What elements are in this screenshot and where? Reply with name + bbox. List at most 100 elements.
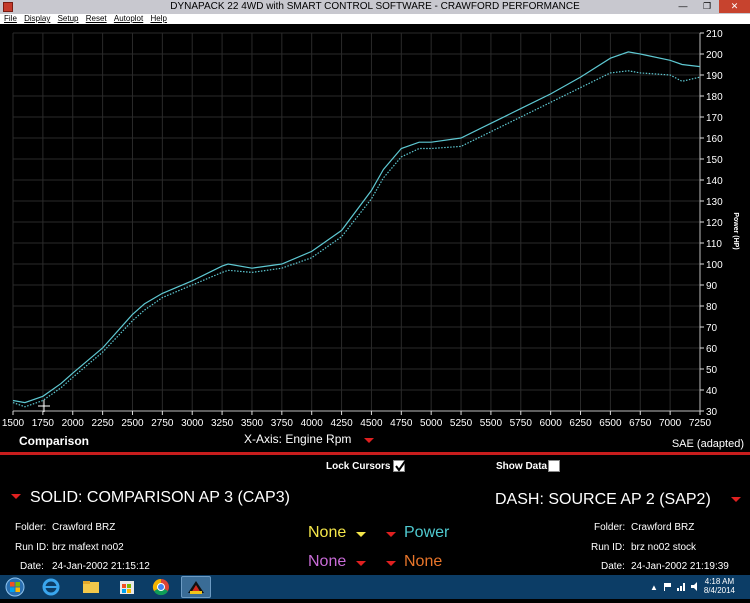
solid-dropdown-icon[interactable]	[11, 494, 21, 499]
menu-help[interactable]: Help	[150, 14, 167, 23]
minimize-button[interactable]: —	[678, 1, 688, 11]
x-tick-label: 3750	[271, 418, 294, 429]
y-tick-label: 40	[706, 386, 718, 397]
channel-select-2-dropdown-icon[interactable]	[386, 532, 396, 537]
lock-cursors-label: Lock Cursors	[326, 461, 391, 472]
close-button[interactable]: ✕	[719, 0, 750, 13]
checkmark-icon	[395, 459, 407, 472]
menu-bar: File Display Setup Reset Autoplot Help	[0, 14, 750, 24]
app-icon	[3, 2, 13, 12]
channel-select-4[interactable]: None	[404, 553, 443, 570]
comparison-label: Comparison	[19, 434, 90, 448]
x-tick-label: 6750	[629, 418, 652, 429]
x-tick-label: 3250	[211, 418, 234, 429]
chrome-icon[interactable]	[146, 576, 176, 598]
channel-select-3[interactable]: None	[308, 553, 347, 570]
y-tick-label: 80	[706, 302, 718, 313]
taskbar: ▲ 4:18 AM 8/4/2014	[0, 575, 750, 599]
store-icon[interactable]	[112, 576, 142, 598]
dash-runid-label: Run ID:	[591, 542, 625, 553]
y-tick-label: 130	[706, 197, 723, 208]
cursor-marker[interactable]	[38, 400, 50, 412]
y-tick-label: 70	[706, 323, 718, 334]
dash-run-title[interactable]: DASH: SOURCE AP 2 (SAP2)	[495, 491, 711, 508]
file-explorer-icon[interactable]	[76, 576, 106, 598]
x-tick-label: 6500	[599, 418, 622, 429]
solid-date-value: 24-Jan-2002 21:15:12	[52, 561, 150, 572]
y-tick-label: 120	[706, 218, 723, 229]
window-title: DYNAPACK 22 4WD with SMART CONTROL SOFTW…	[170, 1, 580, 12]
x-tick-label: 4000	[301, 418, 324, 429]
channel-select-2[interactable]: Power	[404, 524, 450, 541]
x-tick-label: 5000	[420, 418, 443, 429]
y-tick-label: 110	[706, 239, 722, 250]
y-tick-label: 90	[706, 281, 718, 292]
dash-dropdown-icon[interactable]	[731, 497, 741, 502]
x-axis-dropdown-icon[interactable]	[364, 438, 374, 443]
y-tick-label: 30	[706, 407, 718, 418]
menu-setup[interactable]: Setup	[57, 14, 79, 23]
dynapack-app-icon[interactable]	[181, 576, 211, 598]
menu-display[interactable]: Display	[24, 14, 51, 23]
maximize-button[interactable]: ❐	[702, 1, 712, 11]
x-tick-label: 4750	[390, 418, 413, 429]
channel-select-4-dropdown-icon[interactable]	[386, 561, 396, 566]
x-axis-ticks: 1500 1750 2000 2250 2500 2750 3000 3250 3500 3750…	[2, 411, 712, 429]
dash-runid-value: brz no02 stock	[631, 542, 697, 553]
x-tick-label: 6250	[569, 418, 592, 429]
chart-lines	[12, 51, 701, 408]
x-tick-label: 1500	[2, 418, 25, 429]
y-tick-label: 190	[706, 71, 723, 82]
menu-reset[interactable]: Reset	[85, 14, 107, 23]
divider	[0, 452, 750, 455]
solid-run-title[interactable]: SOLID: COMPARISON AP 3 (CAP3)	[30, 489, 290, 506]
x-tick-label: 5750	[510, 418, 533, 429]
x-tick-label: 5500	[480, 418, 503, 429]
show-data-checkbox[interactable]	[548, 460, 560, 472]
flag-icon[interactable]	[662, 582, 672, 591]
x-tick-label: 4500	[360, 418, 383, 429]
show-data-label: Show Data	[496, 461, 548, 472]
solid-folder-value: Crawford BRZ	[52, 522, 116, 533]
channel-select-3-dropdown-icon[interactable]	[356, 561, 366, 566]
menu-file[interactable]: File	[4, 14, 17, 23]
volume-icon[interactable]	[690, 582, 700, 591]
x-tick-label: 2000	[62, 418, 85, 429]
channel-select-1[interactable]: None	[308, 524, 347, 541]
x-tick-label: 7000	[659, 418, 682, 429]
y-axis-ticks: 30 40 50 60 70 80 90 100 110 120 130 140 150 160 170 18…	[700, 29, 723, 418]
dash-series-line	[12, 70, 701, 408]
x-axis-selector[interactable]: X-Axis: Engine Rpm	[244, 432, 352, 446]
y-tick-label: 160	[706, 134, 723, 145]
clock[interactable]: 4:18 AM 8/4/2014	[704, 577, 735, 595]
x-tick-label: 7250	[689, 418, 712, 429]
y-tick-label: 60	[706, 344, 718, 355]
tray-overflow-icon[interactable]: ▲	[650, 583, 658, 592]
x-tick-label: 3500	[241, 418, 264, 429]
menu-autoplot[interactable]: Autoplot	[113, 14, 144, 23]
clock-time: 4:18 AM	[704, 577, 735, 586]
x-tick-label: 4250	[330, 418, 353, 429]
dash-folder-value: Crawford BRZ	[631, 522, 695, 533]
x-tick-label: 3000	[181, 418, 204, 429]
solid-date-label: Date:	[20, 561, 44, 572]
y-tick-label: 170	[706, 113, 723, 124]
y-axis-title: Power (HP)	[732, 212, 739, 249]
dash-folder-label: Folder:	[594, 522, 626, 533]
lock-cursors-checkbox[interactable]	[393, 459, 407, 472]
x-tick-label: 6000	[540, 418, 563, 429]
solid-folder-label: Folder:	[15, 522, 47, 533]
x-tick-label: 1750	[32, 418, 55, 429]
x-tick-label: 2500	[121, 418, 144, 429]
internet-explorer-icon[interactable]	[36, 576, 66, 598]
channel-select-1-dropdown-icon[interactable]	[356, 532, 366, 537]
solid-series-line	[12, 51, 701, 404]
network-icon[interactable]	[676, 582, 686, 591]
x-tick-label: 2750	[151, 418, 174, 429]
x-tick-label: 2250	[91, 418, 114, 429]
plot-header: Comparison X-Axis: Engine Rpm SAE (adapt…	[0, 432, 750, 452]
y-tick-label: 200	[706, 50, 723, 61]
power-chart[interactable]: 1500 1750 2000 2250 2500 2750 3000 3250 3500 3750…	[0, 24, 750, 432]
correction-standard: SAE (adapted)	[671, 438, 744, 450]
start-button-icon[interactable]	[4, 577, 26, 597]
